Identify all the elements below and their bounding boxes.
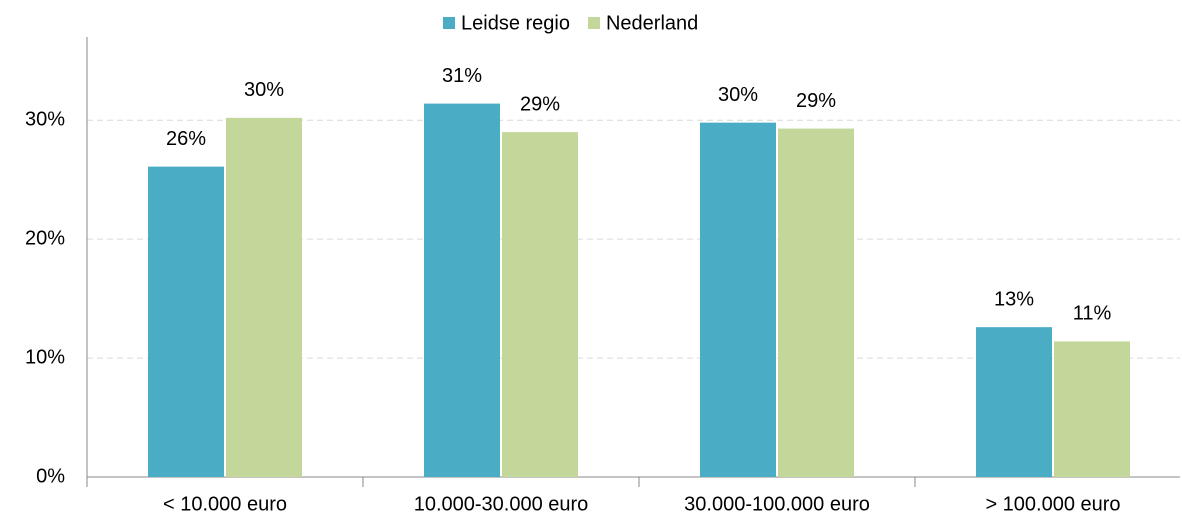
legend-swatch	[587, 17, 600, 29]
data-label: 30%	[718, 84, 758, 106]
y-tick-label: 10%	[25, 346, 65, 368]
y-tick-label: 30%	[25, 109, 65, 131]
x-tick-label: 10.000-30.000 euro	[414, 493, 589, 515]
bar	[424, 103, 500, 477]
data-label: 29%	[796, 90, 836, 112]
x-tick-label: > 100.000 euro	[985, 493, 1120, 515]
x-tick-label: < 10.000 euro	[163, 493, 287, 515]
legend-label: Leidse regio	[461, 12, 570, 34]
data-label: 13%	[994, 288, 1034, 310]
legend-swatch	[443, 17, 455, 29]
y-tick-label: 20%	[25, 227, 65, 249]
data-label: 30%	[244, 79, 284, 101]
data-label: 26%	[166, 128, 206, 150]
y-tick-label: 0%	[36, 465, 65, 487]
data-label: 29%	[520, 93, 560, 115]
legend-label: Nederland	[606, 12, 698, 34]
data-label: 31%	[442, 65, 482, 87]
bar	[502, 132, 578, 477]
data-label: 11%	[1073, 303, 1112, 325]
x-tick-label: 30.000-100.000 euro	[684, 493, 870, 515]
bar	[1054, 341, 1130, 477]
bar	[778, 128, 854, 477]
bar	[976, 327, 1052, 477]
bar	[226, 117, 302, 477]
bar	[148, 166, 224, 477]
bar	[700, 122, 776, 478]
